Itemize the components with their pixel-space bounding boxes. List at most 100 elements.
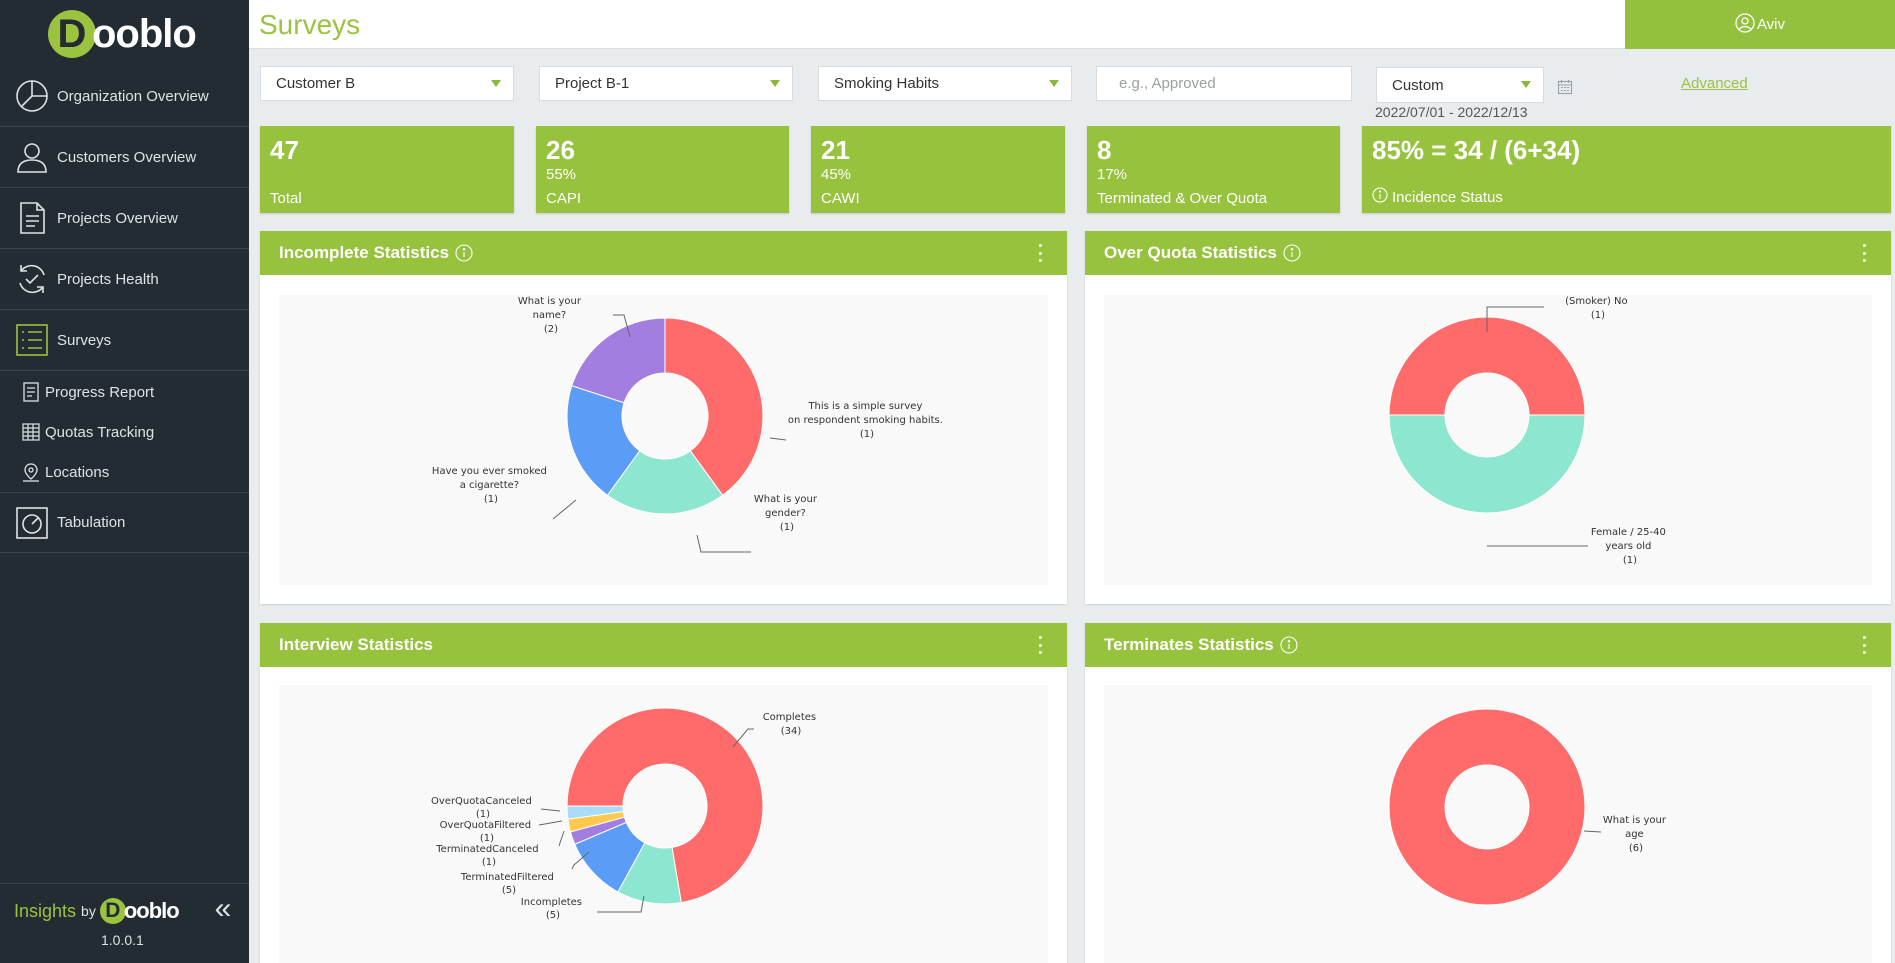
report-icon: [20, 381, 42, 403]
sidebar-item-locations[interactable]: Locations: [0, 452, 249, 492]
label-line: gender?: [765, 508, 806, 519]
label-line: (1): [476, 809, 490, 820]
nav-label: Customers Overview: [57, 148, 197, 166]
document-icon: [13, 199, 51, 237]
nav-label: Tabulation: [57, 514, 126, 531]
mini-logo-text: ooblo: [123, 898, 180, 923]
label-line: What is your: [754, 494, 818, 505]
kpi-value: 21: [821, 135, 850, 165]
slice-label-incompletes: Incompletes (5): [521, 897, 585, 921]
terminates-statistics-panel: Terminates Statistics What is your age (…: [1085, 623, 1891, 963]
collapse-sidebar-icon[interactable]: «: [214, 892, 232, 925]
logo-text: ooblo: [92, 11, 197, 56]
panel-title: Incomplete Statistics: [279, 243, 450, 262]
donut-slice-what-is-your-age[interactable]: [1388, 708, 1586, 906]
period-select[interactable]: Custom: [1376, 67, 1544, 103]
list-icon: [13, 321, 51, 359]
dooblo-logo[interactable]: D ooblo: [48, 8, 197, 60]
kpi-percent: 55%: [546, 166, 577, 183]
info-icon[interactable]: [1372, 187, 1392, 207]
kpi-label: Total: [270, 190, 302, 207]
sidebar: D ooblo Organization Overview Customers …: [0, 0, 249, 963]
nav-item-customers-overview[interactable]: Customers Overview: [0, 127, 249, 188]
logo-letter: D: [48, 10, 96, 58]
advanced-link[interactable]: Advanced: [1681, 75, 1748, 92]
kpi-capi: 26 55% CAPI: [536, 126, 789, 213]
calendar-icon[interactable]: [1557, 79, 1573, 100]
date-range-text: 2022/07/01 - 2022/12/13: [1375, 104, 1528, 120]
kpi-label-text: CAWI: [821, 190, 860, 207]
user-menu-button[interactable]: Aviv: [1625, 0, 1895, 49]
donut-slice-what-is-your-name[interactable]: [664, 317, 764, 496]
label-line: (34): [781, 726, 802, 737]
info-icon[interactable]: [1283, 244, 1301, 262]
label-line: years old: [1605, 541, 1651, 552]
project-select-value: Project B-1: [555, 75, 630, 92]
chevron-down-icon: [1049, 80, 1059, 87]
nav-item-projects-overview[interactable]: Projects Overview: [0, 188, 249, 249]
donut-slices: [566, 707, 764, 905]
kpi-value: 26: [546, 135, 575, 165]
donut-slice-smoker-no[interactable]: [1388, 316, 1586, 416]
leader-lines: [538, 728, 754, 913]
status-filter-input[interactable]: e.g., Approved: [1096, 66, 1352, 101]
kebab-menu-icon[interactable]: [1861, 244, 1867, 262]
donut-slice-what-is-your-gender[interactable]: [566, 385, 641, 496]
nav-item-projects-health[interactable]: Projects Health: [0, 249, 249, 310]
kpi-label-text: Terminated & Over Quota: [1097, 190, 1268, 207]
label-line: (1): [484, 494, 498, 505]
donut-slice-have-you-ever-smoked-a-cigarette[interactable]: [571, 317, 666, 404]
overquota-donut-chart: (Smoker) No (1) Female / 25-40 years old…: [1388, 296, 1666, 566]
top-header: Surveys Aviv: [249, 0, 1895, 49]
incomplete-statistics-panel: Incomplete Statistics What is your name?…: [260, 231, 1067, 604]
chevron-down-icon: [1521, 81, 1531, 88]
insights-by: by: [81, 903, 96, 919]
sidebar-item-quotas-tracking[interactable]: Quotas Tracking: [0, 412, 249, 452]
slice-label-overquota-filtered: OverQuotaFiltered (1): [440, 820, 535, 844]
sidebar-item-progress-report[interactable]: Progress Report: [0, 372, 249, 412]
slice-label-gender: What is your gender? (1): [754, 494, 820, 533]
kebab-menu-icon[interactable]: [1861, 636, 1867, 654]
chart-area: What is your name? (2) This is a simple …: [279, 295, 1048, 585]
label-line: (1): [480, 833, 494, 844]
donut-slices: [1388, 708, 1586, 906]
info-icon[interactable]: [455, 244, 473, 262]
kpi-percent: 17%: [1097, 166, 1128, 183]
label-line: (5): [546, 910, 560, 921]
kpi-value: 85% = 34 / (6+34): [1372, 135, 1581, 165]
slice-label-overquota-canceled: OverQuotaCanceled (1): [431, 796, 535, 820]
nav-label: Organization Overview: [57, 87, 209, 105]
kpi-value: 47: [270, 135, 299, 165]
slice-label-age: What is your age (6): [1603, 815, 1669, 854]
label-line: (1): [1623, 555, 1637, 566]
donut-slice-female-25-40-years-old[interactable]: [1388, 414, 1586, 514]
label-line: OverQuotaCanceled: [431, 796, 532, 807]
gauge-icon: [13, 504, 51, 542]
customer-select[interactable]: Customer B: [260, 66, 514, 101]
slice-label-terminated-canceled: TerminatedCanceled (1): [435, 844, 541, 868]
refresh-check-icon: [13, 260, 51, 298]
info-icon[interactable]: [1280, 636, 1298, 654]
chart-area: Completes (34) Incompletes (5) Terminate…: [279, 685, 1048, 963]
slice-label-name: What is your name? (2): [518, 296, 584, 335]
donut-slice-overquotacanceled[interactable]: [566, 805, 624, 820]
nav-item-surveys[interactable]: Surveys: [0, 310, 249, 371]
kebab-menu-icon[interactable]: [1037, 244, 1043, 262]
over-quota-statistics-panel: Over Quota Statistics (Smoker) No (1) Fe…: [1085, 231, 1891, 604]
mini-logo-letter: D: [99, 898, 126, 924]
donut-slice-completes[interactable]: [566, 707, 764, 904]
nav-item-tabulation[interactable]: Tabulation: [0, 492, 249, 553]
label-line: name?: [533, 310, 567, 321]
sidebar-item-label: Locations: [45, 463, 110, 481]
kebab-menu-icon[interactable]: [1037, 636, 1043, 654]
donut-slice-this-is-a-simple-survey-on-respondent-smoking-habits[interactable]: [606, 450, 724, 515]
kpi-label-text: Incidence Status: [1392, 188, 1503, 206]
nav-item-organization-overview[interactable]: Organization Overview: [0, 66, 249, 127]
insights-word: Insights: [14, 900, 77, 921]
label-line: (1): [1591, 310, 1605, 321]
kpi-label: Terminated & Over Quota: [1097, 190, 1267, 207]
label-line: This is a simple survey: [807, 401, 922, 412]
survey-select[interactable]: Smoking Habits: [818, 66, 1072, 101]
project-select[interactable]: Project B-1: [539, 66, 793, 101]
label-line: (5): [502, 885, 516, 896]
